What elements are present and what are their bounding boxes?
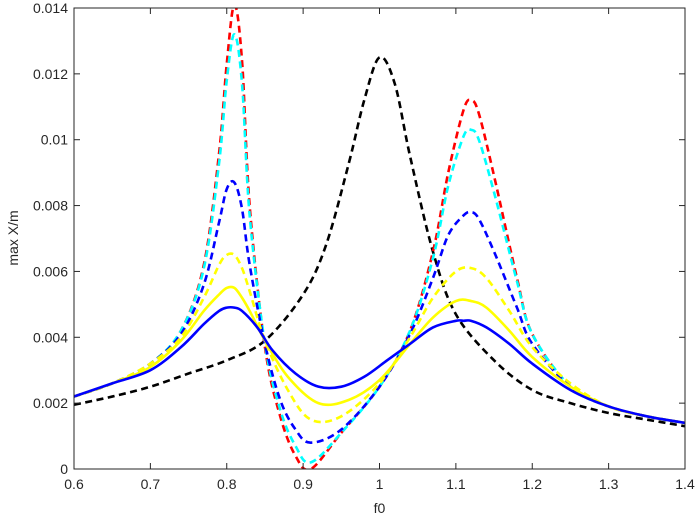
y-tick-label: 0.004	[33, 329, 68, 345]
series-line-6	[74, 285, 685, 425]
x-tick-label: 1.1	[446, 476, 466, 492]
y-tick-label: 0.01	[41, 132, 68, 148]
y-tick-label: 0.012	[33, 66, 68, 82]
series-layer	[74, 8, 685, 469]
y-axis-label: max X/m	[5, 210, 21, 265]
x-tick-label: 0.7	[141, 476, 161, 492]
x-tick-label: 0.6	[64, 476, 84, 492]
y-tick-label: 0.002	[33, 395, 68, 411]
y-tick-label: 0.006	[33, 263, 68, 279]
series-line-5	[74, 252, 685, 425]
x-tick-label: 0.8	[217, 476, 237, 492]
series-line-7	[74, 305, 685, 425]
y-tick-label: 0.008	[33, 198, 68, 214]
x-tick-label: 1	[376, 476, 384, 492]
x-tick-label: 1.2	[523, 476, 543, 492]
series-line-4	[74, 179, 685, 444]
y-tick-label: 0.014	[33, 0, 68, 16]
x-tick-label: 1.4	[675, 476, 695, 492]
series-line-1	[74, 55, 685, 428]
tick-layer: 0.6 0.7 0.8 0.9 1 1.1 1.2 1.3 1.4 0 0.002 0.004 0.00…	[33, 0, 695, 492]
x-tick-label: 1.3	[599, 476, 619, 492]
plot-background	[74, 8, 685, 469]
x-axis-label: f0	[374, 500, 386, 516]
series-line-3	[74, 33, 685, 464]
x-tick-label: 0.9	[293, 476, 313, 492]
y-tick-label: 0	[60, 461, 68, 477]
